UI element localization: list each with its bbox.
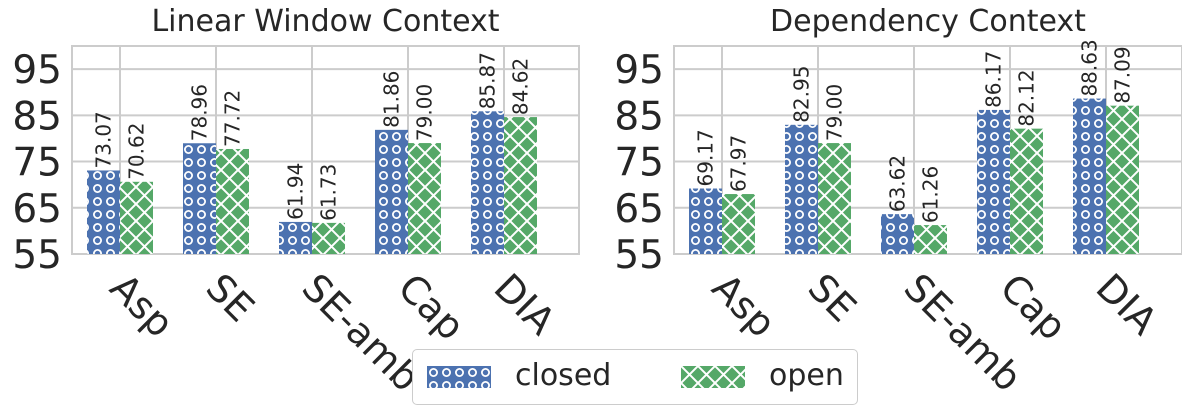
y-tick-label: 55 bbox=[12, 233, 62, 278]
y-tick-label: 75 bbox=[614, 141, 664, 186]
x-tick-label: Asp bbox=[102, 265, 183, 346]
legend: closed open bbox=[412, 349, 858, 405]
value-label-closed: 61.94 bbox=[284, 163, 308, 220]
y-tick-label: 95 bbox=[12, 48, 62, 93]
legend-label-closed: closed bbox=[515, 358, 612, 393]
y-tick-label: 85 bbox=[614, 94, 664, 139]
y-tick-label: 65 bbox=[12, 187, 62, 232]
bar-closed bbox=[87, 170, 120, 254]
value-label-open: 77.72 bbox=[221, 90, 245, 147]
y-tick-label: 85 bbox=[12, 94, 62, 139]
value-label-open: 84.62 bbox=[509, 58, 533, 115]
legend-swatch-closed bbox=[427, 366, 491, 388]
bar-open bbox=[120, 181, 153, 254]
y-tick-label: 95 bbox=[614, 48, 664, 93]
bar-closed bbox=[689, 188, 722, 254]
bar-open bbox=[312, 222, 345, 254]
value-label-closed: 82.95 bbox=[790, 66, 814, 123]
bar-closed bbox=[785, 124, 818, 254]
x-tick-label: Asp bbox=[704, 265, 785, 346]
x-tick-label: SE bbox=[800, 265, 865, 330]
value-label-closed: 85.87 bbox=[476, 52, 500, 109]
x-tick-label: DIA bbox=[1088, 265, 1166, 343]
value-label-open: 67.97 bbox=[727, 135, 751, 192]
x-tick-label: SE bbox=[198, 265, 263, 330]
chart-title: Dependency Context bbox=[770, 4, 1086, 39]
value-label-closed: 69.17 bbox=[694, 129, 718, 186]
legend-label-open: open bbox=[769, 358, 844, 393]
x-tick-label: DIA bbox=[486, 265, 564, 343]
bar-closed bbox=[471, 111, 504, 254]
value-label-open: 61.26 bbox=[919, 166, 943, 223]
bar-closed bbox=[881, 214, 914, 254]
bar-open bbox=[408, 143, 441, 254]
bar-open bbox=[1010, 128, 1043, 254]
bar-closed bbox=[375, 129, 408, 254]
value-label-open: 79.00 bbox=[413, 84, 437, 141]
x-tick-label: Cap bbox=[992, 265, 1075, 348]
value-label-closed: 86.17 bbox=[982, 51, 1006, 108]
x-tick-label: Cap bbox=[390, 265, 473, 348]
bar-open bbox=[216, 148, 249, 254]
y-tick-label: 55 bbox=[614, 233, 664, 278]
value-label-open: 61.73 bbox=[317, 164, 341, 221]
chart-title: Linear Window Context bbox=[151, 4, 499, 39]
value-label-open: 79.00 bbox=[823, 84, 847, 141]
y-tick-label: 75 bbox=[12, 141, 62, 186]
y-tick-label: 65 bbox=[614, 187, 664, 232]
bar-open bbox=[818, 143, 851, 254]
value-label-closed: 81.86 bbox=[380, 71, 404, 128]
bar-closed bbox=[279, 221, 312, 254]
value-label-open: 87.09 bbox=[1111, 46, 1135, 103]
bar-open bbox=[914, 225, 947, 254]
value-label-closed: 78.96 bbox=[188, 84, 212, 141]
bar-closed bbox=[1073, 98, 1106, 255]
bar-closed bbox=[977, 109, 1010, 255]
value-label-closed: 73.07 bbox=[92, 111, 116, 168]
value-label-closed: 88.63 bbox=[1078, 39, 1102, 96]
value-label-open: 70.62 bbox=[125, 123, 149, 180]
bar-closed bbox=[183, 143, 216, 254]
bar-open bbox=[722, 194, 755, 254]
legend-swatch-open bbox=[681, 366, 745, 388]
bar-open bbox=[504, 117, 537, 254]
bar-open bbox=[1106, 105, 1139, 255]
value-label-closed: 63.62 bbox=[886, 155, 910, 212]
value-label-open: 82.12 bbox=[1015, 69, 1039, 126]
